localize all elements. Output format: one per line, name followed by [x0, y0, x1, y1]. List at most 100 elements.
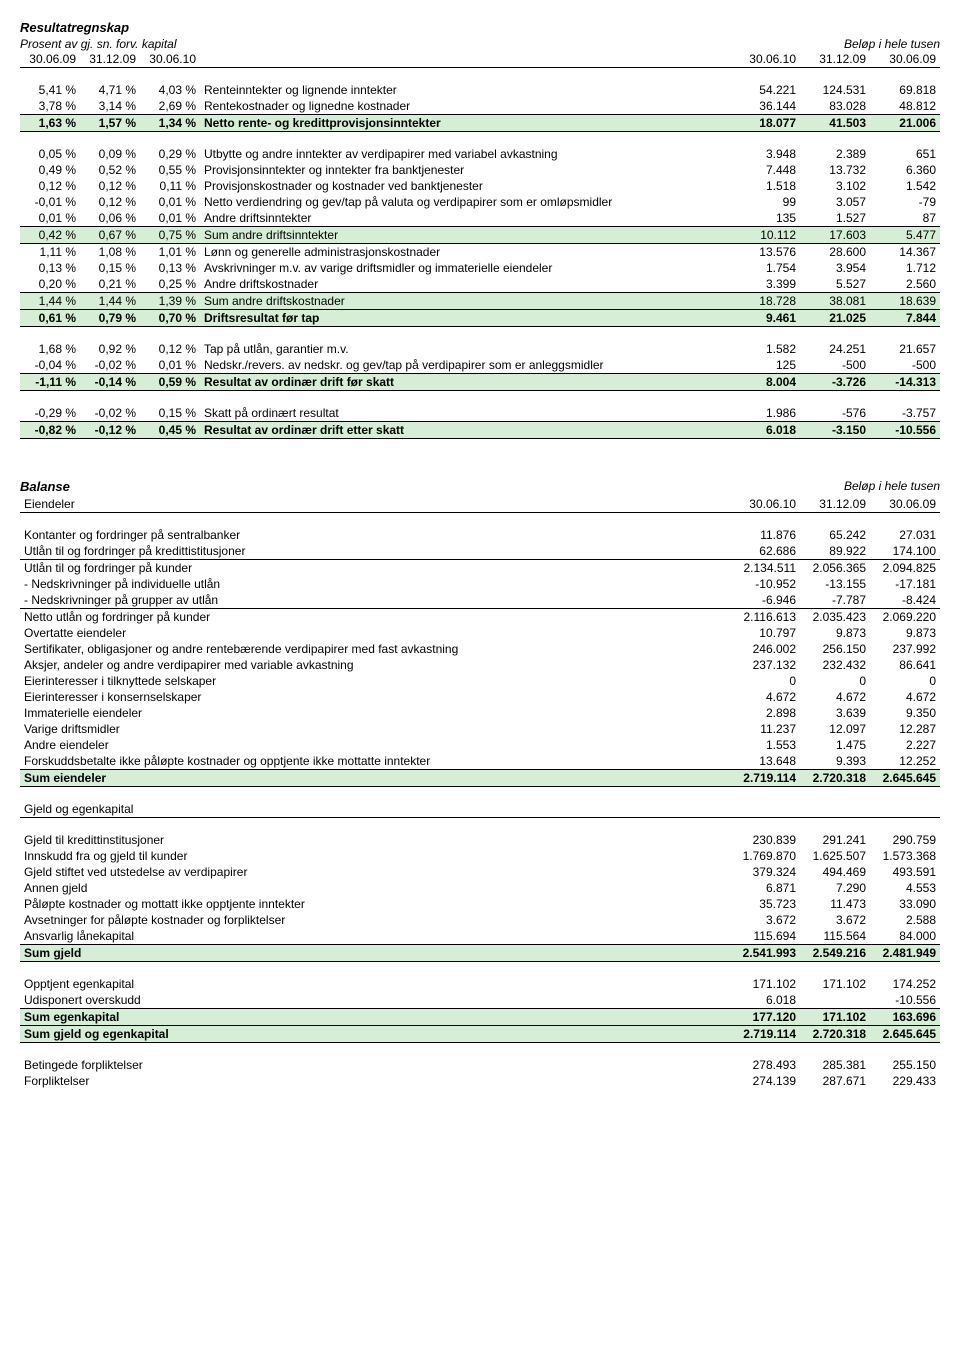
table-row: 3,78 %3,14 %2,69 %Rentekostnader og lign… — [20, 98, 940, 115]
value-cell: 2.069.220 — [870, 609, 940, 626]
desc-cell: Sum eiendeler — [20, 770, 730, 787]
value-cell: 2.645.645 — [870, 1026, 940, 1043]
value-cell: 38.081 — [800, 293, 870, 310]
value-cell: 87 — [870, 210, 940, 227]
table-row: Opptjent egenkapital171.102171.102174.25… — [20, 976, 940, 992]
value-cell: -10.952 — [730, 576, 800, 592]
value-cell: 278.493 — [730, 1057, 800, 1073]
value-cell: 115.694 — [730, 928, 800, 945]
desc-cell: Aksjer, andeler og andre verdipapirer me… — [20, 657, 730, 673]
value-cell: 115.564 — [800, 928, 870, 945]
desc-cell: Eierinteresser i konsernselskaper — [20, 689, 730, 705]
balance-hdr-2: 30.06.09 — [870, 496, 940, 513]
desc-cell: Skatt på ordinært resultat — [200, 405, 730, 422]
table-row: -0,82 %-0,12 %0,45 %Resultat av ordinær … — [20, 422, 940, 439]
desc-cell: Sum andre driftskostnader — [200, 293, 730, 310]
pct-cell: 1,44 % — [80, 293, 140, 310]
table-row: 0,05 %0,09 %0,29 %Utbytte og andre innte… — [20, 146, 940, 162]
value-cell: 1.754 — [730, 260, 800, 276]
pct-cell: 0,01 % — [20, 210, 80, 227]
pct-cell: 0,01 % — [140, 357, 200, 374]
desc-cell: Udisponert overskudd — [20, 992, 730, 1009]
value-cell — [730, 801, 800, 818]
value-cell: 21.025 — [800, 310, 870, 327]
value-cell: 124.531 — [800, 82, 870, 98]
value-cell: 13.576 — [730, 244, 800, 261]
pct-cell: 0,15 % — [140, 405, 200, 422]
pct-cell: -0,01 % — [20, 194, 80, 210]
pct-cell: 0,12 % — [80, 194, 140, 210]
table-row: Innskudd fra og gjeld til kunder1.769.87… — [20, 848, 940, 864]
value-cell: 89.922 — [800, 543, 870, 560]
value-cell: 246.002 — [730, 641, 800, 657]
value-cell: 4.672 — [730, 689, 800, 705]
pct-cell: 0,55 % — [140, 162, 200, 178]
value-cell: 11.473 — [800, 896, 870, 912]
table-row: Aksjer, andeler og andre verdipapirer me… — [20, 657, 940, 673]
balance-hdr-1: 31.12.09 — [800, 496, 870, 513]
desc-cell: Driftsresultat før tap — [200, 310, 730, 327]
pct-cell: 0,59 % — [140, 374, 200, 391]
table-row: Immaterielle eiendeler2.8983.6399.350 — [20, 705, 940, 721]
table-row: Gjeld stiftet ved utstedelse av verdipap… — [20, 864, 940, 880]
table-row: Eierinteresser i konsernselskaper4.6724.… — [20, 689, 940, 705]
value-cell: 125 — [730, 357, 800, 374]
value-cell: 18.639 — [870, 293, 940, 310]
pct-cell: -0,02 % — [80, 357, 140, 374]
value-cell: 3.639 — [800, 705, 870, 721]
desc-cell: Opptjent egenkapital — [20, 976, 730, 992]
desc-cell: Gjeld til kredittinstitusjoner — [20, 832, 730, 848]
pct-cell: 1,57 % — [80, 115, 140, 132]
table-row: Sertifikater, obligasjoner og andre rent… — [20, 641, 940, 657]
table-row — [20, 962, 940, 977]
desc-cell: Lønn og generelle administrasjonskostnad… — [200, 244, 730, 261]
value-cell: -3.726 — [800, 374, 870, 391]
pct-cell: 1,34 % — [140, 115, 200, 132]
desc-cell: Sum gjeld — [20, 945, 730, 962]
desc-cell: Sum gjeld og egenkapital — [20, 1026, 730, 1043]
desc-cell: Netto rente- og kredittprovisjonsinntekt… — [200, 115, 730, 132]
desc-cell: Betingede forpliktelser — [20, 1057, 730, 1073]
value-cell: 83.028 — [800, 98, 870, 115]
pct-cell: -1,11 % — [20, 374, 80, 391]
desc-cell: Andre eiendeler — [20, 737, 730, 753]
table-row: Sum eiendeler2.719.1142.720.3182.645.645 — [20, 770, 940, 787]
desc-cell: Utbytte og andre inntekter av verdipapir… — [200, 146, 730, 162]
value-cell: 3.057 — [800, 194, 870, 210]
value-cell: 3.672 — [730, 912, 800, 928]
table-row: Kontanter og fordringer på sentralbanker… — [20, 527, 940, 543]
value-cell: 36.144 — [730, 98, 800, 115]
pct-cell: 0,12 % — [80, 178, 140, 194]
value-cell: 379.324 — [730, 864, 800, 880]
pct-cell: 0,49 % — [20, 162, 80, 178]
pct-cell: 2,69 % — [140, 98, 200, 115]
pct-cell: 1,08 % — [80, 244, 140, 261]
value-cell: 7.290 — [800, 880, 870, 896]
value-cell: 9.461 — [730, 310, 800, 327]
value-cell: 3.672 — [800, 912, 870, 928]
pct-cell: 1,39 % — [140, 293, 200, 310]
value-cell: 229.433 — [870, 1073, 940, 1089]
desc-cell: Resultat av ordinær drift før skatt — [200, 374, 730, 391]
value-cell: -7.787 — [800, 592, 870, 609]
value-cell: 1.625.507 — [800, 848, 870, 864]
pct-cell: 1,68 % — [20, 341, 80, 357]
value-cell: -6.946 — [730, 592, 800, 609]
table-row: Udisponert overskudd6.018-10.556 — [20, 992, 940, 1009]
table-row: -1,11 %-0,14 %0,59 %Resultat av ordinær … — [20, 374, 940, 391]
table-row: - Nedskrivninger på grupper av utlån-6.9… — [20, 592, 940, 609]
income-hdr-l2: 30.06.10 — [140, 51, 200, 68]
table-row: -0,29 %-0,02 %0,15 %Skatt på ordinært re… — [20, 405, 940, 422]
desc-cell: - Nedskrivninger på grupper av utlån — [20, 592, 730, 609]
desc-cell: Eierinteresser i tilknyttede selskaper — [20, 673, 730, 689]
value-cell: 99 — [730, 194, 800, 210]
value-cell: 13.648 — [730, 753, 800, 770]
desc-cell: Rentekostnader og lignedne kostnader — [200, 98, 730, 115]
pct-cell: -0,04 % — [20, 357, 80, 374]
value-cell: 18.077 — [730, 115, 800, 132]
value-cell: 171.102 — [730, 976, 800, 992]
value-cell: -8.424 — [870, 592, 940, 609]
value-cell: 18.728 — [730, 293, 800, 310]
desc-cell: Annen gjeld — [20, 880, 730, 896]
value-cell: 237.132 — [730, 657, 800, 673]
